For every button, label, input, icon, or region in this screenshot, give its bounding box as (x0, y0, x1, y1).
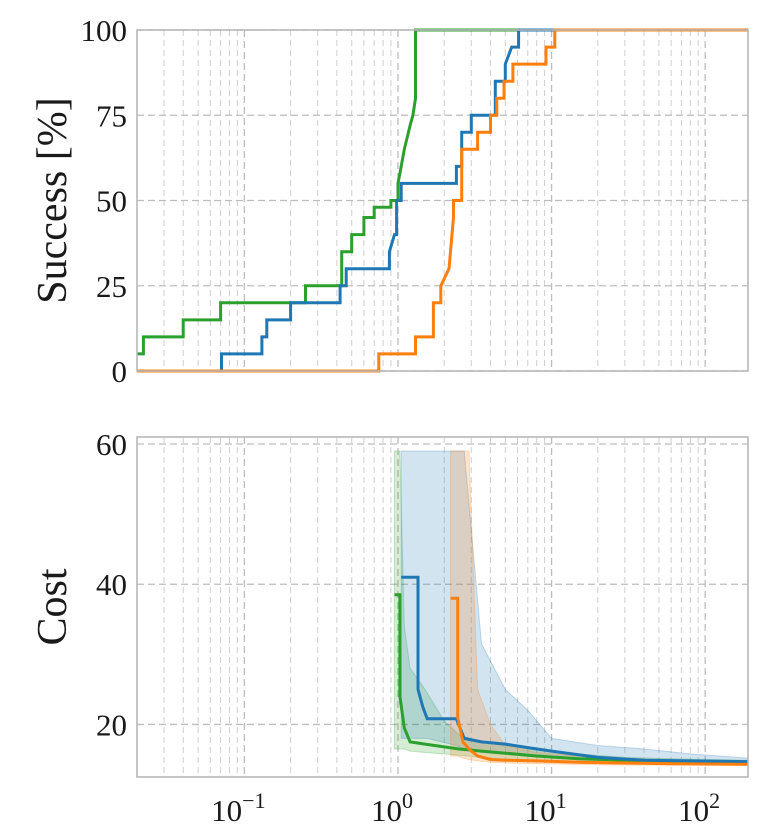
x-tick-label: 100 (371, 788, 413, 828)
top-y-tick-label: 0 (112, 354, 128, 389)
top-series-lines (137, 28, 748, 373)
bottom-y-tick-label: 40 (96, 567, 127, 602)
top-y-tick-label: 25 (96, 269, 127, 304)
top-y-tick-label: 100 (81, 13, 128, 48)
top-y-tick-label: 50 (96, 184, 127, 219)
top-y-tick-label: 75 (96, 98, 127, 133)
bottom-series-lines (394, 575, 749, 766)
bottom-x-tick-labels: 10−1 100 101 102 (211, 788, 720, 828)
x-tick-label: 10−1 (211, 788, 265, 828)
bottom-series-line (450, 596, 749, 766)
bottom-plot-frame (136, 436, 749, 778)
top-series-line (137, 28, 748, 356)
bottom-gridlines (136, 437, 748, 777)
top-plot-frame (136, 29, 749, 372)
bottom-y-axis-label: Cost (30, 568, 76, 645)
x-tick-label: 102 (678, 788, 720, 828)
top-y-axis-label: Success [%] (30, 97, 76, 303)
top-gridlines (136, 29, 748, 372)
top-subplot: 0 25 50 75 100 Success [%] (30, 13, 749, 389)
bottom-y-tick-label: 20 (96, 707, 127, 742)
top-y-tick-labels: 0 25 50 75 100 (81, 13, 128, 389)
top-series-line (137, 28, 748, 373)
top-series-line (137, 28, 748, 373)
bottom-y-tick-label: 60 (96, 427, 127, 462)
bottom-subplot: 20 40 60 10−1 100 101 102 Cost (30, 427, 749, 828)
bottom-series-line (401, 575, 749, 764)
x-tick-label: 101 (525, 788, 567, 828)
bottom-series-line (394, 593, 749, 764)
bottom-y-tick-labels: 20 40 60 (96, 427, 127, 742)
